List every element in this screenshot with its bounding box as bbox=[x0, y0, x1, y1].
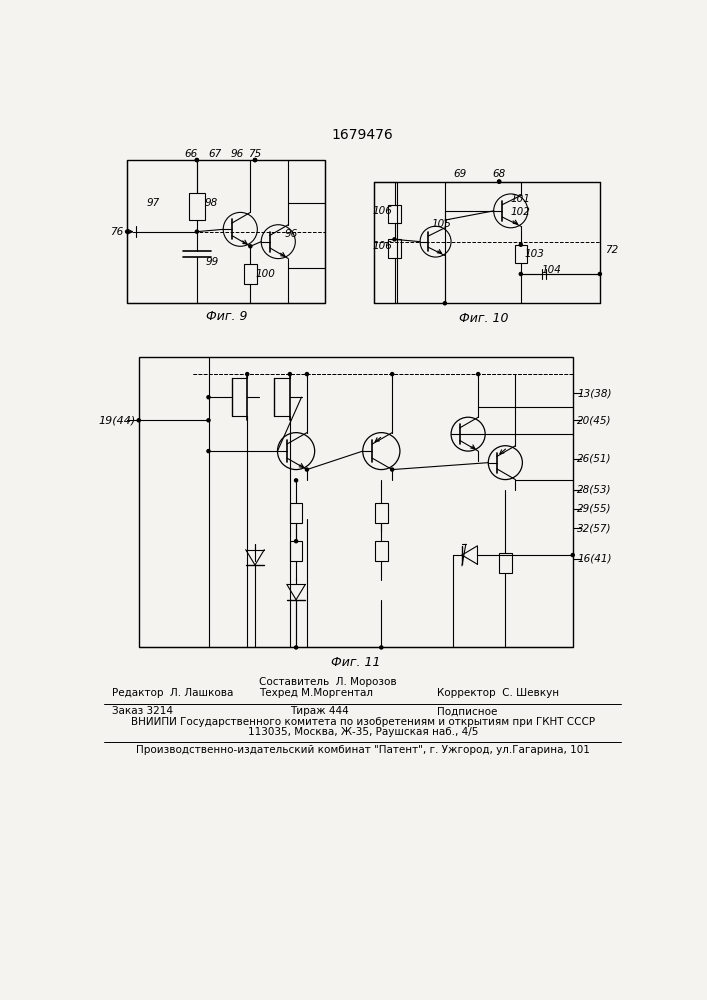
Text: Фиг. 11: Фиг. 11 bbox=[331, 656, 380, 669]
Circle shape bbox=[380, 646, 383, 649]
Circle shape bbox=[443, 302, 446, 305]
Text: ВНИИПИ Государственного комитета по изобретениям и открытиям при ГКНТ СССР: ВНИИПИ Государственного комитета по изоб… bbox=[131, 717, 595, 727]
Circle shape bbox=[305, 468, 308, 471]
Bar bbox=[290, 541, 303, 561]
Bar bbox=[515, 245, 527, 263]
Text: 97: 97 bbox=[146, 198, 159, 208]
Text: 66: 66 bbox=[185, 149, 198, 159]
Circle shape bbox=[288, 373, 291, 376]
Text: 19(44): 19(44) bbox=[98, 415, 136, 425]
Circle shape bbox=[498, 180, 501, 183]
Circle shape bbox=[207, 396, 210, 399]
Text: 72: 72 bbox=[605, 245, 618, 255]
Circle shape bbox=[393, 238, 396, 241]
Text: Заказ 3214: Заказ 3214 bbox=[112, 706, 173, 716]
Circle shape bbox=[207, 450, 210, 453]
Circle shape bbox=[253, 158, 257, 162]
Text: 67: 67 bbox=[208, 149, 221, 159]
Circle shape bbox=[246, 373, 249, 376]
Text: 100: 100 bbox=[255, 269, 275, 279]
Bar bbox=[499, 553, 512, 573]
Text: 16(41): 16(41) bbox=[577, 554, 612, 564]
Bar bbox=[290, 503, 303, 523]
Text: 106: 106 bbox=[373, 206, 393, 216]
Circle shape bbox=[126, 230, 129, 233]
Circle shape bbox=[519, 272, 522, 276]
Text: 101: 101 bbox=[511, 194, 531, 204]
Circle shape bbox=[519, 243, 522, 246]
Text: 20(45): 20(45) bbox=[577, 415, 612, 425]
Text: 26(51): 26(51) bbox=[577, 454, 612, 464]
Bar bbox=[388, 239, 401, 258]
Circle shape bbox=[391, 373, 394, 376]
Text: 69: 69 bbox=[454, 169, 467, 179]
Text: 96: 96 bbox=[285, 229, 298, 239]
Text: 113035, Москва, Ж-35, Раушская наб., 4/5: 113035, Москва, Ж-35, Раушская наб., 4/5 bbox=[247, 727, 478, 737]
Circle shape bbox=[249, 245, 252, 248]
Circle shape bbox=[305, 373, 308, 376]
Circle shape bbox=[207, 419, 210, 422]
Circle shape bbox=[253, 158, 257, 162]
Circle shape bbox=[295, 540, 298, 543]
Text: Подписное: Подписное bbox=[437, 706, 498, 716]
Text: 29(55): 29(55) bbox=[577, 504, 612, 514]
Bar bbox=[189, 193, 204, 220]
Text: Тираж 444: Тираж 444 bbox=[290, 706, 349, 716]
Text: 98: 98 bbox=[204, 198, 218, 208]
Text: 102: 102 bbox=[511, 207, 531, 217]
Bar bbox=[375, 541, 387, 561]
Circle shape bbox=[598, 272, 602, 276]
Text: Техред М.Моргентал: Техред М.Моргентал bbox=[259, 688, 373, 698]
Text: 106: 106 bbox=[373, 241, 393, 251]
Text: Производственно-издательский комбинат "Патент", г. Ужгород, ул.Гагарина, 101: Производственно-издательский комбинат "П… bbox=[136, 745, 590, 755]
Circle shape bbox=[391, 468, 394, 471]
Text: 1679476: 1679476 bbox=[332, 128, 394, 142]
Text: 76: 76 bbox=[110, 227, 123, 237]
Text: Корректор  С. Шевкун: Корректор С. Шевкун bbox=[437, 688, 559, 698]
Text: Фиг. 10: Фиг. 10 bbox=[459, 312, 508, 325]
Text: 96: 96 bbox=[230, 149, 244, 159]
Circle shape bbox=[295, 479, 298, 482]
Circle shape bbox=[477, 373, 480, 376]
Bar bbox=[127, 160, 325, 303]
Bar bbox=[244, 264, 257, 284]
Text: 75: 75 bbox=[248, 149, 262, 159]
Text: Редактор  Л. Лашкова: Редактор Л. Лашкова bbox=[112, 688, 233, 698]
Circle shape bbox=[137, 419, 140, 422]
Circle shape bbox=[498, 180, 501, 183]
Text: 32(57): 32(57) bbox=[577, 523, 612, 533]
Text: Составитель  Л. Морозов: Составитель Л. Морозов bbox=[259, 677, 397, 687]
Circle shape bbox=[195, 158, 199, 162]
Circle shape bbox=[571, 554, 574, 557]
Text: 99: 99 bbox=[206, 257, 219, 267]
Text: 13(38): 13(38) bbox=[577, 388, 612, 398]
Circle shape bbox=[195, 230, 199, 233]
Bar bbox=[375, 503, 387, 523]
Text: 104: 104 bbox=[541, 265, 561, 275]
Bar bbox=[388, 205, 401, 223]
Text: 28(53): 28(53) bbox=[577, 485, 612, 495]
Text: 105: 105 bbox=[431, 219, 451, 229]
Bar bbox=[139, 357, 573, 647]
Circle shape bbox=[195, 158, 199, 162]
Text: 103: 103 bbox=[524, 249, 544, 259]
Circle shape bbox=[295, 646, 298, 649]
Text: Фиг. 9: Фиг. 9 bbox=[206, 310, 247, 323]
Text: 68: 68 bbox=[493, 169, 506, 179]
